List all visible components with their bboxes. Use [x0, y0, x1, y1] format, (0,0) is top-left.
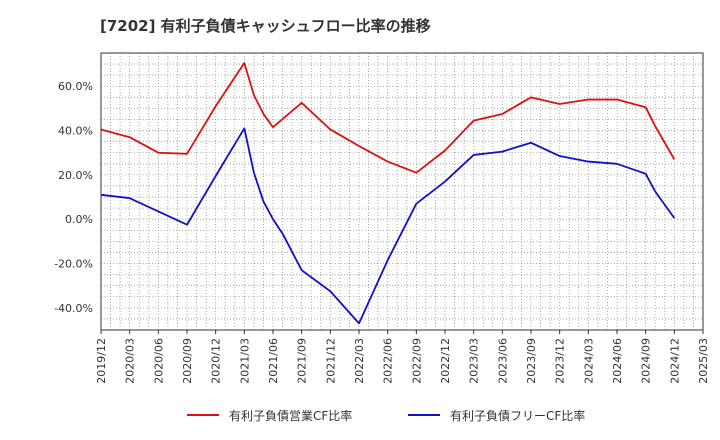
- x-tick-label: 2020/09: [181, 338, 194, 384]
- x-tick-label: 2020/06: [152, 338, 165, 384]
- plot-frame: [100, 52, 704, 331]
- x-tick-label: 2022/03: [353, 338, 366, 384]
- chart-title: [7202] 有利子負債キャッシュフロー比率の推移: [100, 17, 431, 35]
- x-tick-label: 2021/03: [238, 338, 251, 384]
- x-tick-label: 2022/06: [382, 338, 395, 384]
- y-tick-label: 60.0%: [58, 80, 93, 93]
- x-tick-label: 2025/03: [697, 338, 710, 384]
- series-line-1: [100, 62, 676, 174]
- x-tick-label: 2019/12: [95, 338, 108, 384]
- x-tick-label: 2023/12: [554, 338, 567, 384]
- y-tick-label: -40.0%: [54, 302, 93, 315]
- y-tick-label: 20.0%: [58, 169, 93, 182]
- y-tick-label: -20.0%: [54, 258, 93, 271]
- x-tick-label: 2022/12: [439, 338, 452, 384]
- x-tick-label: 2024/06: [611, 338, 624, 384]
- legend: 有利子負債営業CF比率 有利子負債フリーCF比率: [187, 408, 585, 423]
- x-tick-label: 2023/03: [468, 338, 481, 384]
- grid-layer: [100, 52, 704, 331]
- x-tick-label: 2020/03: [124, 338, 137, 384]
- y-tick-label: 40.0%: [58, 125, 93, 138]
- x-tick-label: 2021/12: [324, 338, 337, 384]
- x-tick-label: 2020/12: [210, 338, 223, 384]
- x-tick-label: 2024/09: [640, 338, 653, 384]
- legend-label-2: 有利子負債フリーCF比率: [450, 408, 585, 423]
- x-tick-label: 2024/03: [582, 338, 595, 384]
- x-tick-label: 2024/12: [668, 338, 681, 384]
- x-tick-label: 2022/09: [410, 338, 423, 384]
- x-tick-label: 2023/09: [525, 338, 538, 384]
- x-tick-label: 2021/06: [267, 338, 280, 384]
- legend-label-1: 有利子負債営業CF比率: [229, 408, 352, 423]
- y-tick-label: 0.0%: [65, 213, 93, 226]
- series-line-2: [100, 127, 676, 325]
- series-layer: [100, 62, 676, 325]
- axis-layer: 60.0% 40.0% 20.0% 0.0% -20.0% -40.0% 2019/12 20…: [54, 52, 710, 384]
- x-tick-label: 2023/06: [496, 338, 509, 384]
- x-tick-label: 2021/09: [296, 338, 309, 384]
